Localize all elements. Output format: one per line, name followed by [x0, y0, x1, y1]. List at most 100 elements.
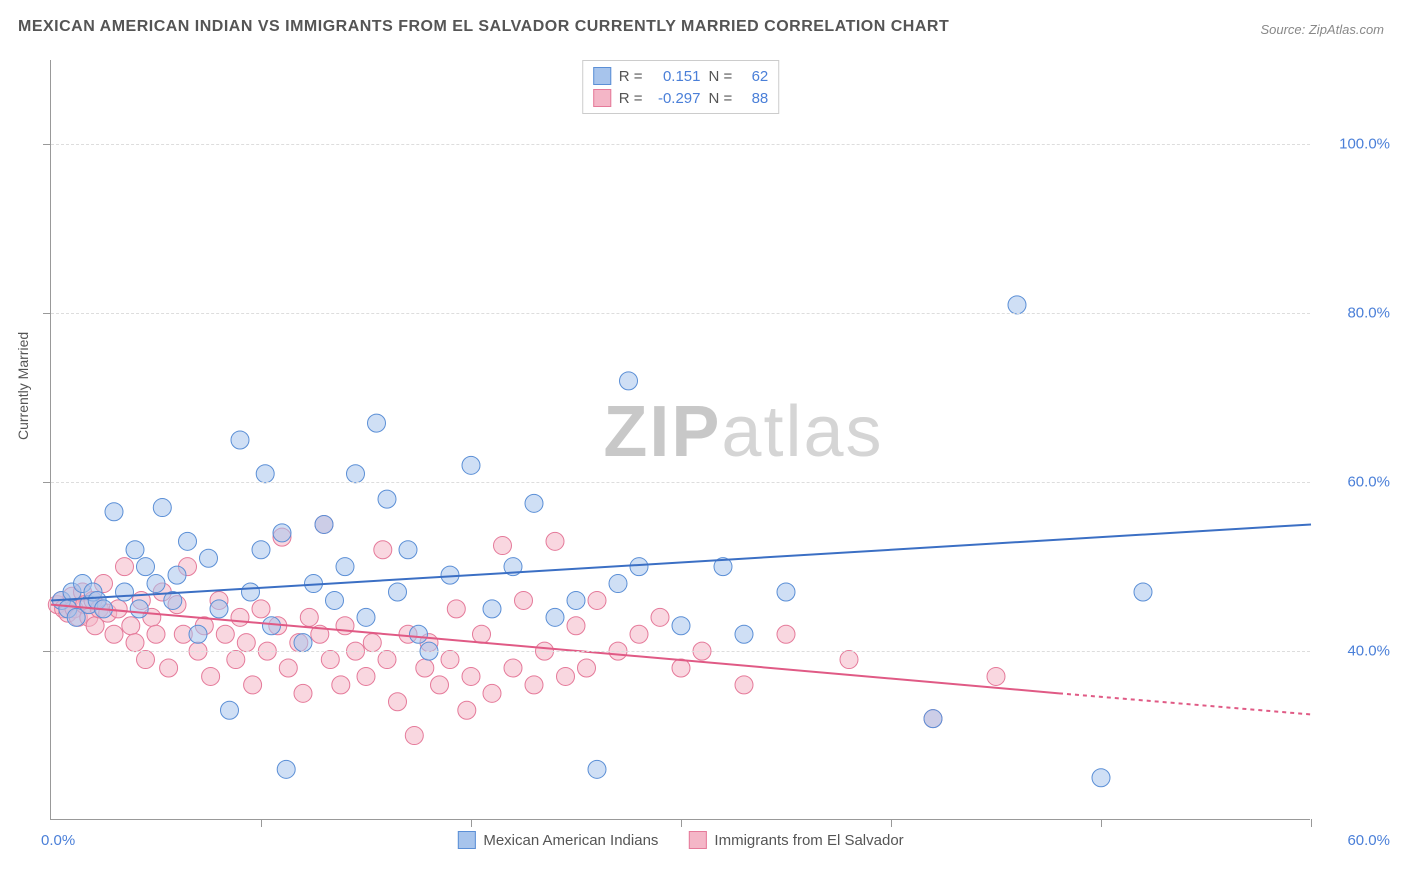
data-point: [1008, 296, 1026, 314]
data-point: [126, 541, 144, 559]
data-point: [483, 684, 501, 702]
data-point: [137, 651, 155, 669]
gridline: [51, 651, 1310, 652]
data-point: [777, 625, 795, 643]
y-tick: [43, 651, 51, 652]
data-point: [609, 575, 627, 593]
data-point: [378, 651, 396, 669]
data-point: [231, 608, 249, 626]
n-label: N =: [709, 90, 733, 107]
data-point: [651, 608, 669, 626]
data-point: [1092, 769, 1110, 787]
y-tick-label: 100.0%: [1339, 136, 1390, 153]
data-point: [447, 600, 465, 618]
data-point: [672, 659, 690, 677]
x-tick: [681, 819, 682, 827]
data-point: [202, 667, 220, 685]
data-point: [277, 760, 295, 778]
data-point: [315, 515, 333, 533]
data-point: [368, 414, 386, 432]
data-point: [105, 503, 123, 521]
data-point: [924, 710, 942, 728]
data-point: [227, 651, 245, 669]
data-point: [672, 617, 690, 635]
trend-line: [1059, 693, 1311, 714]
data-point: [252, 600, 270, 618]
data-point: [630, 625, 648, 643]
data-point: [441, 651, 459, 669]
gridline: [51, 482, 1310, 483]
x-tick: [891, 819, 892, 827]
data-point: [189, 625, 207, 643]
y-tick: [43, 313, 51, 314]
data-point: [557, 667, 575, 685]
data-point: [588, 591, 606, 609]
data-point: [252, 541, 270, 559]
x-axis-start-label: 0.0%: [41, 832, 75, 849]
data-point: [231, 431, 249, 449]
legend-swatch: [688, 831, 706, 849]
data-point: [326, 591, 344, 609]
data-point: [546, 532, 564, 550]
x-tick: [1101, 819, 1102, 827]
data-point: [363, 634, 381, 652]
data-point: [263, 617, 281, 635]
data-point: [1134, 583, 1152, 601]
source-attribution: Source: ZipAtlas.com: [1260, 22, 1384, 37]
data-point: [242, 583, 260, 601]
y-axis-label: Currently Married: [15, 332, 31, 440]
r-label: R =: [619, 68, 643, 85]
data-point: [332, 676, 350, 694]
data-point: [244, 676, 262, 694]
r-value: -0.297: [651, 90, 701, 107]
data-point: [515, 591, 533, 609]
data-point: [273, 524, 291, 542]
data-point: [179, 532, 197, 550]
legend-label: Mexican American Indians: [483, 832, 658, 849]
n-label: N =: [709, 68, 733, 85]
stats-row: R = -0.297 N = 88: [593, 87, 769, 109]
data-point: [389, 583, 407, 601]
data-point: [300, 608, 318, 626]
stats-swatch: [593, 67, 611, 85]
data-point: [216, 625, 234, 643]
legend-item: Immigrants from El Salvador: [688, 831, 903, 849]
data-point: [567, 617, 585, 635]
trend-line: [51, 524, 1311, 600]
data-point: [458, 701, 476, 719]
data-point: [210, 600, 228, 618]
data-point: [473, 625, 491, 643]
chart-plot-area: ZIPatlas R = 0.151 N = 62 R = -0.297 N =…: [50, 60, 1310, 820]
data-point: [160, 659, 178, 677]
data-point: [374, 541, 392, 559]
y-tick-label: 80.0%: [1347, 305, 1390, 322]
data-point: [294, 634, 312, 652]
data-point: [494, 537, 512, 555]
data-point: [153, 499, 171, 517]
data-point: [321, 651, 339, 669]
data-point: [431, 676, 449, 694]
data-point: [620, 372, 638, 390]
data-point: [630, 558, 648, 576]
stats-row: R = 0.151 N = 62: [593, 65, 769, 87]
x-tick: [1311, 819, 1312, 827]
data-point: [294, 684, 312, 702]
data-point: [256, 465, 274, 483]
data-point: [126, 634, 144, 652]
data-point: [416, 659, 434, 677]
data-point: [200, 549, 218, 567]
legend-label: Immigrants from El Salvador: [714, 832, 903, 849]
data-point: [588, 760, 606, 778]
data-point: [546, 608, 564, 626]
y-tick: [43, 482, 51, 483]
y-tick: [43, 144, 51, 145]
data-point: [483, 600, 501, 618]
data-point: [987, 667, 1005, 685]
data-point: [357, 608, 375, 626]
data-point: [578, 659, 596, 677]
data-point: [735, 625, 753, 643]
data-point: [410, 625, 428, 643]
data-point: [735, 676, 753, 694]
r-value: 0.151: [651, 68, 701, 85]
x-tick: [261, 819, 262, 827]
